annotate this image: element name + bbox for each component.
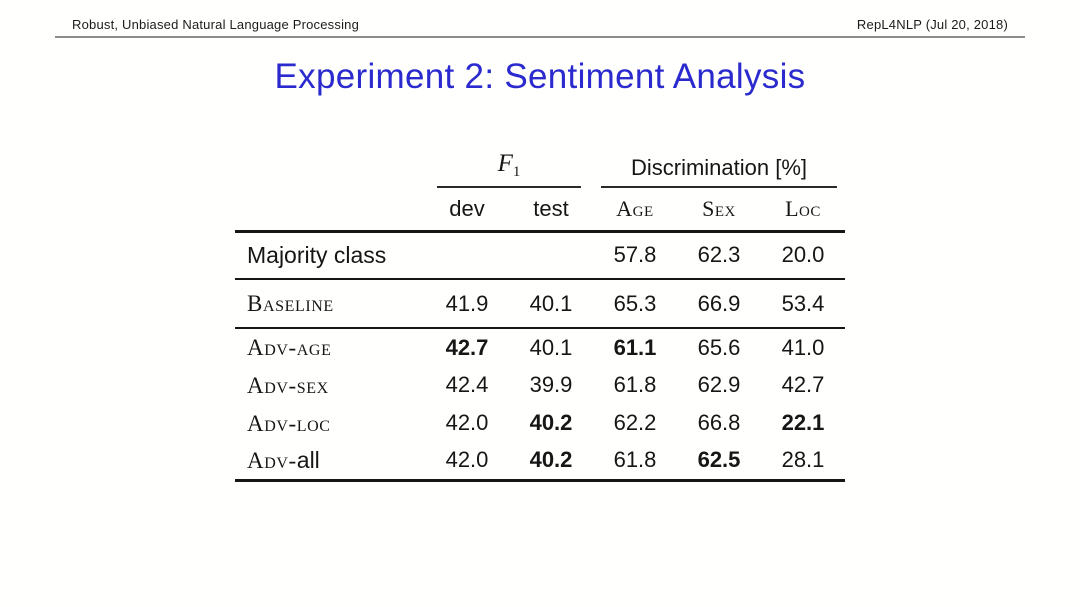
header-short-title: Robust, Unbiased Natural Language Proces… xyxy=(72,17,360,32)
table-row-adv-age: Adv-age 42.7 40.1 61.1 65.6 41.0 xyxy=(235,328,845,366)
results-table-container: F1 Discrimination [%] dev test Age Sex L… xyxy=(235,140,845,482)
table-cell: 62.5 xyxy=(677,442,761,482)
table-cell: 20.0 xyxy=(761,229,845,280)
discrimination-label: Discrimination [%] xyxy=(630,155,808,180)
table-cell: 41.0 xyxy=(781,334,825,360)
table-cell: 57.8 xyxy=(593,229,677,280)
col-header-age: Age xyxy=(616,195,654,221)
table-cell: 42.7 xyxy=(781,372,825,397)
col-header-test: test xyxy=(533,195,569,221)
table-cell: 62.2 xyxy=(613,410,657,435)
f1-subscript: 1 xyxy=(512,164,521,180)
table-cell: 62.9 xyxy=(697,372,741,397)
row-label: Adv-all xyxy=(235,442,425,482)
table-cell: 66.8 xyxy=(697,410,741,435)
empty-corner-cell xyxy=(235,140,425,188)
table-cell xyxy=(509,229,593,280)
header-venue-date: RepL4NLP (Jul 20, 2018) xyxy=(856,17,1008,32)
discrimination-group-header: Discrimination [%] xyxy=(593,140,845,188)
header-rule xyxy=(55,36,1025,38)
table-row-adv-all: Adv-all 42.0 40.2 61.8 62.5 28.1 xyxy=(235,442,845,482)
table-cell xyxy=(425,229,509,280)
table-cell: 40.2 xyxy=(509,442,593,482)
page-title: Experiment 2: Sentiment Analysis xyxy=(274,57,806,96)
group-header-row: F1 Discrimination [%] xyxy=(235,140,845,188)
row-label: Adv-sex xyxy=(247,372,329,398)
col-header-sex: Sex xyxy=(702,195,736,221)
table-cell: 62.3 xyxy=(677,229,761,280)
table-cell: 65.3 xyxy=(593,279,677,329)
table-cell: 42.4 xyxy=(445,372,489,397)
table-cell: 53.4 xyxy=(761,279,845,329)
table-cell: 61.8 xyxy=(593,442,677,482)
table-cell: 42.0 xyxy=(445,410,489,435)
table-cell: 42.0 xyxy=(425,442,509,482)
table-cell: 40.1 xyxy=(529,334,573,360)
table-cell: 40.2 xyxy=(529,410,573,435)
results-table: F1 Discrimination [%] dev test Age Sex L… xyxy=(235,140,845,482)
row-label: Adv-age xyxy=(247,335,332,360)
col-header-dev: dev xyxy=(449,195,485,221)
table-cell: 65.6 xyxy=(697,334,741,360)
table-cell: 41.9 xyxy=(425,279,509,329)
f1-symbol: F xyxy=(497,150,513,177)
column-header-row: dev test Age Sex Loc xyxy=(235,188,845,231)
table-cell: 61.1 xyxy=(613,334,657,360)
table-row-majority-class: Majority class 57.8 62.3 20.0 xyxy=(235,229,845,280)
row-label: Baseline xyxy=(235,279,425,329)
table-cell: 22.1 xyxy=(781,410,825,435)
row-label: Adv-loc xyxy=(247,410,331,436)
slide-header: Robust, Unbiased Natural Language Proces… xyxy=(0,0,1080,38)
col-header-loc: Loc xyxy=(785,195,821,221)
row-label: Majority class xyxy=(235,229,425,280)
table-cell: 61.8 xyxy=(613,372,657,397)
table-row-adv-loc: Adv-loc 42.0 40.2 62.2 66.8 22.1 xyxy=(235,404,845,442)
table-cell: 39.9 xyxy=(529,372,573,397)
f1-group-header: F1 xyxy=(425,140,593,188)
table-cell: 40.1 xyxy=(509,279,593,329)
table-row-adv-sex: Adv-sex 42.4 39.9 61.8 62.9 42.7 xyxy=(235,366,845,404)
table-cell: 42.7 xyxy=(445,334,489,360)
table-cell: 28.1 xyxy=(761,442,845,482)
table-cell: 66.9 xyxy=(677,279,761,329)
empty-label-header xyxy=(235,188,425,231)
table-row-baseline: Baseline 41.9 40.1 65.3 66.9 53.4 xyxy=(235,279,845,329)
